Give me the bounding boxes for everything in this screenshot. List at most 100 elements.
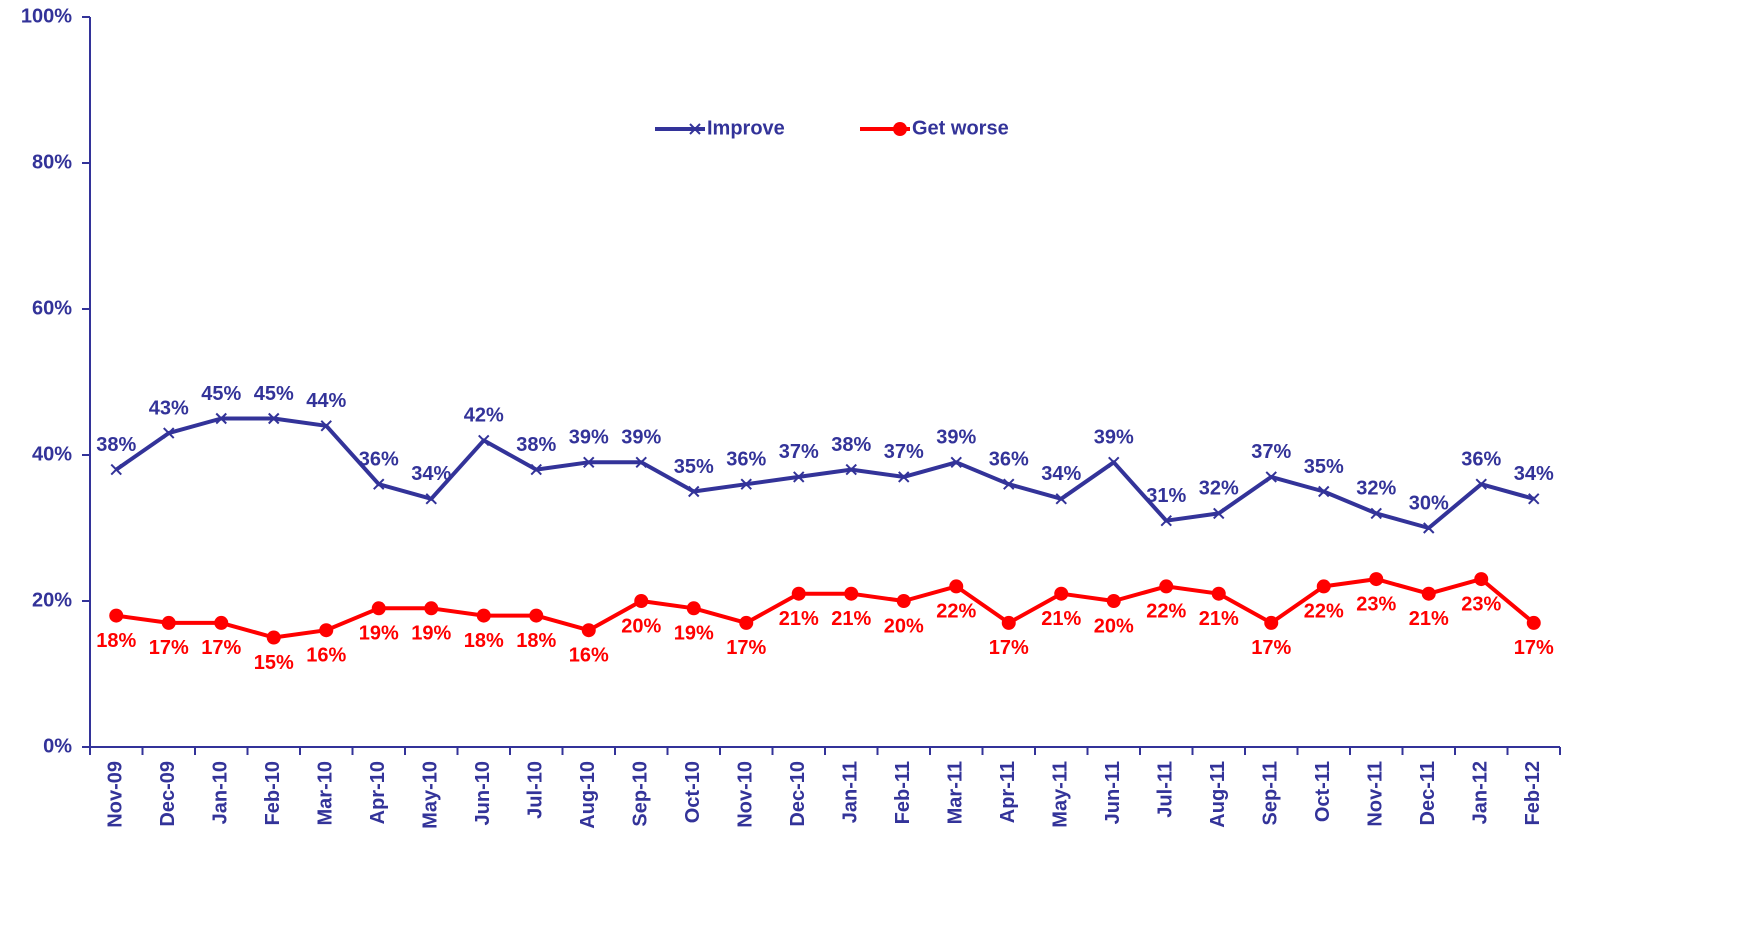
x-tick-label: Nov-10	[735, 761, 757, 828]
data-label: 36%	[1461, 448, 1501, 470]
point	[1526, 615, 1541, 630]
point	[320, 420, 332, 432]
x-tick-label: May-10	[420, 761, 442, 829]
x-tick-label: Jul-11	[1155, 761, 1177, 818]
x-tick-label: Feb-12	[1522, 761, 1544, 825]
data-label: 39%	[1094, 427, 1134, 449]
point	[478, 434, 490, 447]
point	[424, 601, 439, 616]
x-tick-label: Feb-11	[892, 761, 914, 824]
data-label: 21%	[831, 608, 871, 630]
point	[950, 456, 962, 469]
data-label: 32%	[1199, 478, 1239, 500]
point	[1370, 507, 1382, 520]
point	[266, 630, 281, 645]
x-tick-label: Oct-11	[1312, 761, 1334, 822]
point	[896, 594, 911, 608]
y-tick-label: 20%	[32, 589, 72, 611]
data-label: 22%	[1304, 601, 1344, 623]
data-label: 34%	[1041, 463, 1081, 485]
legend-marker	[689, 123, 701, 135]
x-tick-label: Apr-10	[367, 761, 389, 824]
point	[1001, 615, 1016, 630]
point	[686, 601, 701, 616]
x-tick-label: Nov-11	[1365, 761, 1387, 827]
point	[1264, 615, 1279, 630]
x-tick-label: Mar-10	[315, 761, 337, 825]
point	[635, 456, 647, 469]
point	[1318, 485, 1330, 498]
legend-marker	[893, 122, 907, 136]
data-label: 34%	[1514, 463, 1554, 485]
data-label: 23%	[1461, 593, 1501, 615]
x-tick-label: Dec-11	[1417, 761, 1439, 826]
point	[161, 615, 176, 630]
data-label: 19%	[411, 623, 451, 645]
point	[1421, 586, 1436, 601]
legend-label: Improve	[707, 117, 785, 139]
data-label: 17%	[1514, 637, 1554, 659]
point	[739, 615, 754, 630]
point	[1316, 579, 1331, 594]
point	[791, 586, 806, 601]
data-label: 18%	[516, 630, 556, 652]
data-label: 18%	[464, 630, 504, 652]
x-tick-label: Nov-09	[105, 761, 127, 828]
data-label: 21%	[1199, 608, 1239, 630]
data-label: 19%	[674, 623, 714, 645]
data-label: 17%	[1251, 637, 1291, 659]
point	[845, 463, 857, 476]
x-tick-label: Jun-11	[1102, 761, 1124, 824]
legend-label: Get worse	[912, 117, 1009, 139]
data-label: 22%	[936, 601, 976, 623]
x-tick-label: Feb-10	[262, 761, 284, 825]
point	[1213, 507, 1225, 520]
x-tick-label: Aug-10	[577, 761, 599, 829]
y-tick-label: 100%	[21, 5, 72, 27]
point	[373, 478, 385, 490]
point	[1055, 493, 1067, 505]
data-label: 39%	[569, 427, 609, 449]
data-label: 43%	[149, 397, 189, 419]
data-label: 17%	[149, 637, 189, 659]
data-label: 21%	[1041, 608, 1081, 630]
data-label: 31%	[1146, 485, 1186, 507]
data-label: 17%	[726, 637, 766, 659]
data-label: 15%	[254, 652, 294, 674]
data-label: 21%	[1409, 608, 1449, 630]
data-label: 35%	[1304, 456, 1344, 478]
data-label: 39%	[621, 427, 661, 449]
data-label: 23%	[1356, 593, 1396, 615]
point	[1106, 594, 1121, 608]
point	[109, 608, 124, 623]
y-tick-label: 40%	[32, 443, 72, 465]
point	[1528, 493, 1540, 505]
data-label: 38%	[96, 434, 136, 456]
point	[1108, 456, 1120, 469]
data-label: 36%	[359, 448, 399, 470]
point	[634, 594, 649, 608]
y-tick-label: 0%	[43, 735, 72, 757]
point	[268, 412, 280, 425]
point	[110, 463, 122, 476]
data-label: 34%	[411, 463, 451, 485]
x-tick-label: Jan-12	[1470, 761, 1492, 824]
x-tick-label: Apr-11	[997, 761, 1019, 823]
point	[1003, 478, 1015, 490]
point	[740, 478, 752, 490]
point	[215, 412, 227, 425]
data-label: 36%	[989, 448, 1029, 470]
point	[1160, 514, 1172, 527]
point	[1054, 586, 1069, 601]
data-label: 45%	[201, 383, 241, 405]
point	[476, 608, 491, 623]
x-tick-label: Jan-10	[210, 761, 232, 824]
data-label: 37%	[779, 441, 819, 463]
point	[688, 485, 700, 498]
point	[1475, 478, 1487, 490]
data-label: 17%	[201, 637, 241, 659]
point	[529, 608, 544, 623]
data-label: 17%	[989, 637, 1029, 659]
x-tick-label: Dec-09	[157, 761, 179, 827]
